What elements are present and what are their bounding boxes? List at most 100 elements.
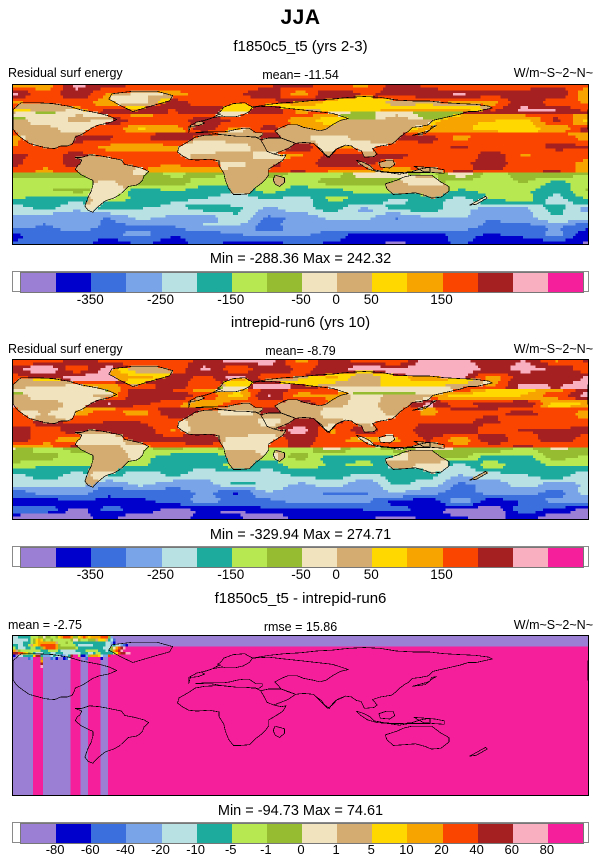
colorbar-tick-label: 1 xyxy=(333,842,340,857)
map-panel-1[interactable] xyxy=(12,84,589,245)
colorbar-swatch xyxy=(477,273,513,292)
colorbar-swatch xyxy=(126,548,162,567)
colorbar-tick-label: 50 xyxy=(364,292,379,307)
colorbar-swatch xyxy=(407,273,443,292)
colorbar-2-ticks: -350 -250 -150 -50 0 50 150 xyxy=(0,567,601,587)
colorbar-swatch xyxy=(477,824,513,843)
figure-title: JJA xyxy=(0,6,601,30)
colorbar-swatch xyxy=(266,548,302,567)
colorbar-tick-label: 150 xyxy=(430,567,453,582)
colorbar-swatch xyxy=(547,273,583,292)
colorbar-swatch xyxy=(231,548,267,567)
colorbar-swatch xyxy=(231,824,267,843)
colorbar-swatch xyxy=(21,548,57,567)
panel-1-title: f1850c5_t5 (yrs 2-3) xyxy=(0,38,601,55)
colorbar-swatch xyxy=(442,273,478,292)
panel-3-mean-label: mean = -2.75 xyxy=(8,618,82,632)
colorbar-tick-label: 10 xyxy=(399,842,413,857)
colorbar-swatch xyxy=(547,548,583,567)
colorbar-swatch xyxy=(407,548,443,567)
panel-3-rmse-label: rmse = 15.86 xyxy=(0,620,601,634)
panel-3-title: f1850c5_t5 - intrepid-run6 xyxy=(0,590,601,607)
colorbar-1[interactable] xyxy=(20,272,584,293)
colorbar-1-ticks: -350 -250 -150 -50 0 50 150 xyxy=(0,292,601,312)
colorbar-swatch xyxy=(547,824,583,843)
colorbar-tick-label: 0 xyxy=(332,292,340,307)
panel-1-mean-label: mean= -11.54 xyxy=(0,68,601,82)
panel-1-units-label: W/m~S~2~N~ xyxy=(514,66,593,80)
colorbar-swatch xyxy=(512,273,548,292)
colorbar-swatch xyxy=(126,824,162,843)
colorbar-swatch xyxy=(266,824,302,843)
colorbar-tick-label: -10 xyxy=(186,842,205,857)
colorbar-swatch xyxy=(91,548,127,567)
panel-3-minmax: Min = -94.73 Max = 74.61 xyxy=(0,803,601,819)
colorbar-swatch xyxy=(407,824,443,843)
colorbar-swatch xyxy=(302,824,338,843)
colorbar-swatch xyxy=(231,273,267,292)
colorbar-tick-label: 5 xyxy=(368,842,375,857)
colorbar-tick-label: -150 xyxy=(217,567,244,582)
colorbar-swatch xyxy=(56,273,92,292)
colorbar-tick-label: -50 xyxy=(291,567,311,582)
colorbar-swatch xyxy=(21,824,57,843)
colorbar-tick-label: 60 xyxy=(505,842,519,857)
colorbar-tick-label: -60 xyxy=(81,842,100,857)
panel-2-left-label: Residual surf energy xyxy=(8,342,123,356)
panel-2-mean-label: mean= -8.79 xyxy=(0,344,601,358)
colorbar-tick-label: -5 xyxy=(225,842,237,857)
colorbar-swatch xyxy=(266,273,302,292)
panel-2-minmax: Min = -329.94 Max = 274.71 xyxy=(0,527,601,543)
colorbar-tick-label: -20 xyxy=(151,842,170,857)
colorbar-swatch xyxy=(337,824,373,843)
colorbar-swatch xyxy=(372,548,408,567)
colorbar-tick-label: -150 xyxy=(217,292,244,307)
colorbar-tick-label: -1 xyxy=(260,842,272,857)
colorbar-swatch xyxy=(512,824,548,843)
colorbar-2[interactable] xyxy=(20,547,584,568)
panel-3-units-label: W/m~S~2~N~ xyxy=(514,618,593,632)
colorbar-tick-label: 40 xyxy=(469,842,483,857)
colorbar-swatch xyxy=(337,548,373,567)
colorbar-swatch xyxy=(21,273,57,292)
colorbar-swatch xyxy=(442,548,478,567)
colorbar-tick-label: -80 xyxy=(46,842,65,857)
colorbar-tick-label: 50 xyxy=(364,567,379,582)
colorbar-tick-label: 0 xyxy=(297,842,304,857)
panel-2-title: intrepid-run6 (yrs 10) xyxy=(0,314,601,331)
colorbar-swatch xyxy=(91,273,127,292)
colorbar-swatch xyxy=(161,824,197,843)
colorbar-swatch xyxy=(56,548,92,567)
colorbar-swatch xyxy=(161,548,197,567)
colorbar-swatch xyxy=(477,548,513,567)
colorbar-tick-label: 80 xyxy=(540,842,554,857)
colorbar-tick-label: 0 xyxy=(332,567,340,582)
colorbar-swatch xyxy=(372,824,408,843)
colorbar-swatch xyxy=(442,824,478,843)
colorbar-tick-label: 150 xyxy=(430,292,453,307)
colorbar-3[interactable] xyxy=(20,823,584,844)
colorbar-swatch xyxy=(56,824,92,843)
panel-1-left-label: Residual surf energy xyxy=(8,66,123,80)
colorbar-tick-label: -350 xyxy=(77,292,104,307)
map-panel-2[interactable] xyxy=(12,359,589,520)
colorbar-3-ticks: -80 -60 -40 -20 -10 -5 -1 0 1 5 10 20 40 60 80 xyxy=(0,842,601,862)
panel-1-minmax: Min = -288.36 Max = 242.32 xyxy=(0,251,601,267)
colorbar-swatch xyxy=(161,273,197,292)
colorbar-swatch xyxy=(196,273,232,292)
colorbar-tick-label: -40 xyxy=(116,842,135,857)
colorbar-tick-label: 20 xyxy=(434,842,448,857)
colorbar-swatch xyxy=(196,824,232,843)
colorbar-tick-label: -250 xyxy=(147,567,174,582)
colorbar-swatch xyxy=(196,548,232,567)
colorbar-swatch xyxy=(302,548,338,567)
colorbar-swatch xyxy=(91,824,127,843)
colorbar-tick-label: -250 xyxy=(147,292,174,307)
colorbar-tick-label: -350 xyxy=(77,567,104,582)
map-panel-3[interactable] xyxy=(12,635,589,796)
colorbar-swatch xyxy=(512,548,548,567)
colorbar-swatch xyxy=(302,273,338,292)
colorbar-swatch xyxy=(126,273,162,292)
colorbar-swatch xyxy=(372,273,408,292)
